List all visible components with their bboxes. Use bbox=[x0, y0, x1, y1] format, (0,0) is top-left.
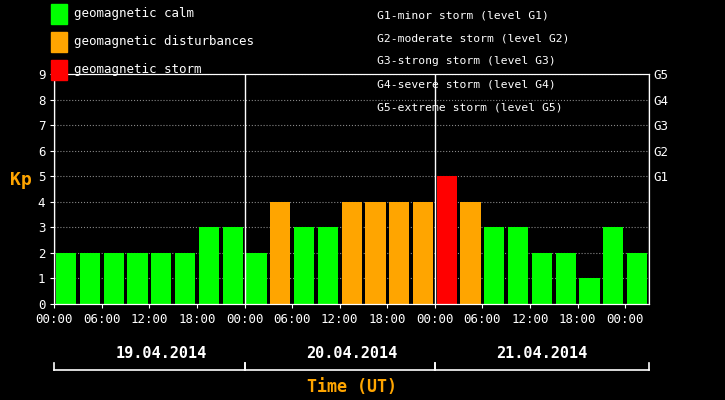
Bar bbox=[80, 253, 100, 304]
Bar bbox=[247, 253, 267, 304]
Bar bbox=[294, 227, 314, 304]
Text: G1-minor storm (level G1): G1-minor storm (level G1) bbox=[377, 10, 549, 20]
Bar bbox=[579, 278, 600, 304]
Bar bbox=[318, 227, 338, 304]
Text: Time (UT): Time (UT) bbox=[307, 378, 397, 396]
Bar bbox=[341, 202, 362, 304]
Y-axis label: Kp: Kp bbox=[10, 171, 32, 189]
Text: G3-strong storm (level G3): G3-strong storm (level G3) bbox=[377, 56, 556, 66]
Text: 19.04.2014: 19.04.2014 bbox=[116, 346, 207, 362]
Bar bbox=[56, 253, 76, 304]
Bar bbox=[223, 227, 243, 304]
Bar bbox=[460, 202, 481, 304]
Bar bbox=[436, 176, 457, 304]
Bar bbox=[365, 202, 386, 304]
Text: geomagnetic calm: geomagnetic calm bbox=[74, 8, 194, 20]
Bar bbox=[152, 253, 172, 304]
Bar bbox=[484, 227, 505, 304]
Text: 20.04.2014: 20.04.2014 bbox=[306, 346, 397, 362]
Text: 21.04.2014: 21.04.2014 bbox=[496, 346, 587, 362]
Bar bbox=[175, 253, 195, 304]
Bar bbox=[413, 202, 433, 304]
Bar bbox=[389, 202, 410, 304]
Bar bbox=[531, 253, 552, 304]
Text: geomagnetic disturbances: geomagnetic disturbances bbox=[74, 36, 254, 48]
Text: G2-moderate storm (level G2): G2-moderate storm (level G2) bbox=[377, 33, 570, 43]
Bar bbox=[104, 253, 124, 304]
Bar bbox=[128, 253, 148, 304]
Bar bbox=[627, 253, 647, 304]
Text: G5-extreme storm (level G5): G5-extreme storm (level G5) bbox=[377, 103, 563, 113]
Bar bbox=[603, 227, 624, 304]
Bar bbox=[508, 227, 529, 304]
Text: geomagnetic storm: geomagnetic storm bbox=[74, 64, 202, 76]
Bar bbox=[270, 202, 291, 304]
Text: G4-severe storm (level G4): G4-severe storm (level G4) bbox=[377, 80, 556, 90]
Bar bbox=[199, 227, 219, 304]
Bar bbox=[555, 253, 576, 304]
